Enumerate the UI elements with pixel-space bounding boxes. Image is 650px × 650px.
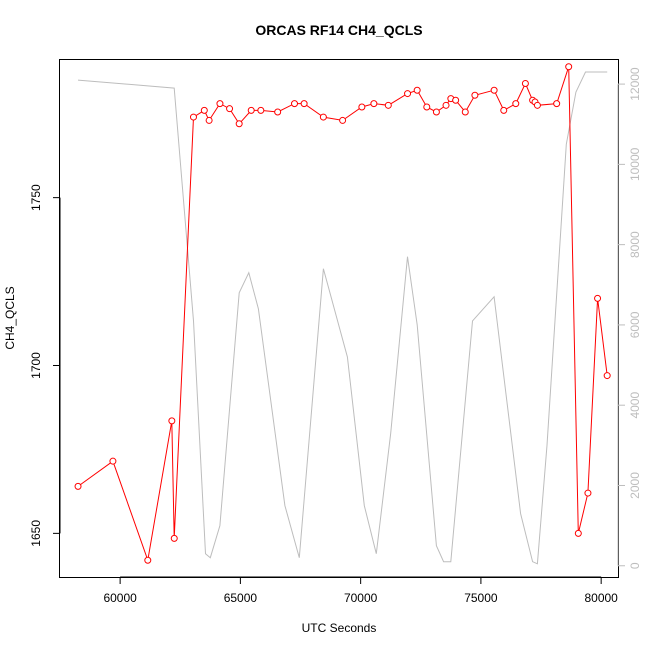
- data-point: [490, 86, 498, 94]
- series-line-ch4: [77, 66, 608, 563]
- data-point: [404, 90, 412, 98]
- x-axis: 60000 65000 70000 75000 80000: [103, 576, 618, 605]
- x-tick-label: 65000: [224, 591, 258, 605]
- series-layer: [74, 63, 611, 565]
- data-point: [370, 100, 378, 108]
- y-tick-label: 1750: [29, 184, 43, 211]
- plot-frame: [59, 59, 619, 578]
- y2-tick-label: 12000: [628, 67, 642, 101]
- y-tick-label: 1650: [29, 520, 43, 547]
- series-line-secondary: [77, 71, 608, 565]
- data-point: [235, 120, 243, 128]
- x-tick-label: 60000: [103, 591, 137, 605]
- data-point: [74, 482, 82, 490]
- y2-tick-label: 0: [628, 562, 642, 569]
- data-point: [300, 100, 308, 108]
- data-point: [358, 103, 366, 111]
- y2-tick-label: 8000: [628, 231, 642, 258]
- x-tick-label: 70000: [344, 591, 378, 605]
- data-point: [189, 113, 197, 121]
- data-point: [109, 457, 117, 465]
- data-point: [144, 556, 152, 564]
- data-point: [565, 63, 573, 71]
- data-point: [170, 534, 178, 542]
- data-point: [574, 529, 582, 537]
- data-point: [553, 100, 561, 108]
- data-point: [423, 103, 431, 111]
- y2-tick-label: 6000: [628, 311, 642, 338]
- data-point: [521, 80, 529, 87]
- data-point: [584, 489, 592, 497]
- x-tick-label: 80000: [584, 591, 618, 605]
- data-point: [442, 101, 450, 109]
- y-axis: 1650 1700 1750: [29, 184, 61, 547]
- data-point: [594, 294, 602, 302]
- data-point: [339, 116, 347, 124]
- data-point: [319, 113, 327, 121]
- data-point: [274, 108, 282, 116]
- data-point: [257, 106, 265, 114]
- data-point: [603, 372, 611, 380]
- y2-tick-label: 4000: [628, 392, 642, 419]
- data-point: [500, 106, 508, 114]
- data-point: [461, 108, 469, 116]
- data-point: [247, 106, 255, 114]
- data-point: [413, 86, 421, 94]
- data-point: [226, 105, 234, 113]
- y-axis-label: CH4_QCLS: [3, 286, 17, 349]
- data-point: [533, 101, 541, 109]
- data-point: [291, 100, 299, 108]
- data-point: [168, 417, 176, 425]
- y2-tick-label: 2000: [628, 472, 642, 499]
- x-tick-label: 75000: [464, 591, 498, 605]
- data-point: [471, 91, 479, 99]
- data-point: [384, 101, 392, 109]
- data-point: [432, 108, 440, 116]
- y-tick-label: 1700: [29, 352, 43, 379]
- data-point: [200, 106, 208, 114]
- y2-axis: 0 2000 4000 6000 8000 10000 12000: [617, 67, 642, 569]
- y2-tick-label: 10000: [628, 147, 642, 181]
- data-point: [452, 96, 460, 104]
- chart-title: ORCAS RF14 CH4_QCLS: [255, 22, 422, 38]
- data-point: [216, 100, 224, 108]
- data-point: [205, 116, 213, 124]
- data-point: [512, 100, 520, 108]
- x-axis-label: UTC Seconds: [302, 621, 377, 635]
